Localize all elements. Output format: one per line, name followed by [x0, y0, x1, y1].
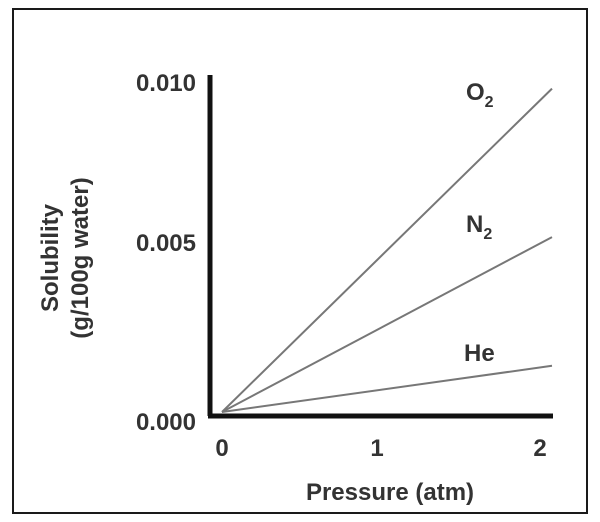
series-line-o2: [221, 87, 553, 413]
y-tick-label: 0.005: [136, 230, 196, 257]
x-tick-label: 2: [533, 435, 546, 462]
x-tick-label: 1: [370, 435, 383, 462]
chart-frame: [12, 8, 588, 514]
y-tick-label: 0.010: [136, 70, 196, 97]
y-axis-title-line1: Solubility: [37, 203, 64, 312]
series-label-n2: N2: [466, 211, 492, 243]
x-tick-label: 0: [215, 435, 228, 462]
x-axis-title: Pressure (atm): [306, 479, 474, 506]
series-line-he: [221, 364, 553, 413]
series-label-he: He: [464, 340, 495, 367]
y-axis-title-line2: (g/100g water): [67, 177, 94, 338]
series-label-o2: O2: [466, 79, 494, 111]
y-tick-label: 0.000: [136, 409, 196, 436]
series-line-n2: [221, 236, 553, 413]
